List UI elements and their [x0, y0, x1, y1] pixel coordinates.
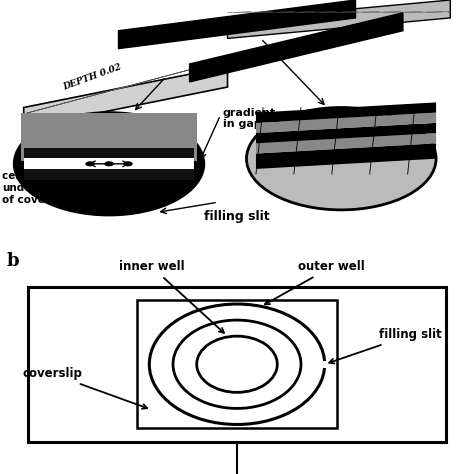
Bar [24, 158, 194, 169]
Text: coverslip: coverslip [22, 367, 147, 409]
Bar [28, 287, 446, 442]
Circle shape [104, 161, 114, 166]
Text: gradient
in gap: gradient in gap [223, 108, 276, 129]
Text: filling slit: filling slit [204, 210, 269, 223]
Polygon shape [256, 102, 436, 123]
Text: b: b [7, 252, 20, 270]
Text: inner well: inner well [119, 260, 224, 333]
Circle shape [85, 161, 95, 166]
Text: cells on
underside
of coverslip: cells on underside of coverslip [2, 172, 71, 205]
Polygon shape [21, 113, 197, 161]
Polygon shape [24, 66, 228, 128]
Polygon shape [256, 123, 436, 143]
Text: filling slit: filling slit [329, 328, 442, 364]
Ellipse shape [197, 336, 277, 392]
Bar [137, 300, 337, 428]
Polygon shape [190, 13, 403, 82]
Polygon shape [256, 113, 436, 133]
Polygon shape [228, 0, 450, 38]
Bar [24, 148, 194, 158]
Text: DEPTH 0.02: DEPTH 0.02 [62, 62, 123, 91]
Circle shape [246, 108, 436, 210]
Bar [24, 169, 194, 180]
Polygon shape [256, 133, 436, 154]
Text: outer well: outer well [265, 260, 365, 304]
Polygon shape [118, 0, 356, 49]
Ellipse shape [149, 304, 325, 425]
Ellipse shape [173, 320, 301, 409]
Circle shape [14, 113, 204, 215]
Circle shape [123, 161, 133, 166]
Polygon shape [256, 143, 436, 169]
